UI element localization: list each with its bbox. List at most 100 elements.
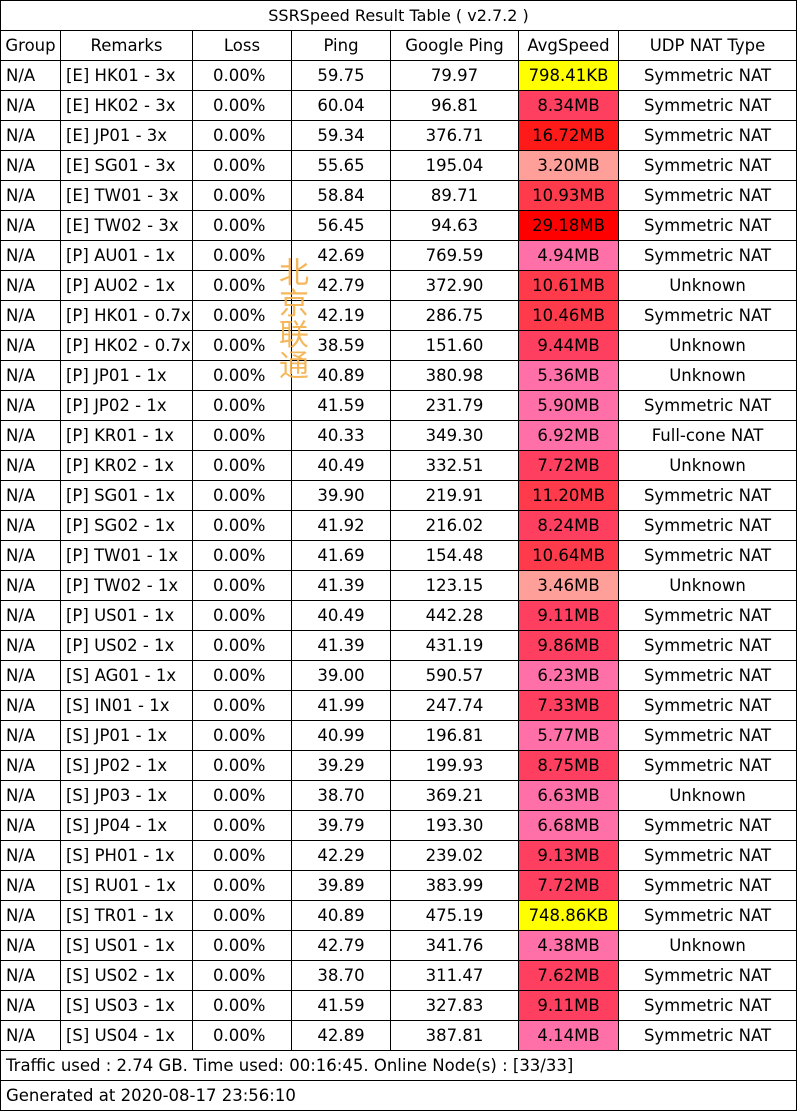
avg-speed-cell: 8.75MB bbox=[519, 751, 619, 781]
remarks-cell: [P] TW01 - 1x bbox=[61, 541, 193, 571]
google-ping-cell: 94.63 bbox=[391, 211, 519, 241]
avg-speed-cell: 7.33MB bbox=[519, 691, 619, 721]
group-cell: N/A bbox=[0, 691, 61, 721]
header-remarks: Remarks bbox=[61, 31, 193, 61]
avg-speed-value: 9.86MB bbox=[519, 631, 618, 660]
google-ping-cell: 372.90 bbox=[391, 271, 519, 301]
avg-speed-value: 7.33MB bbox=[519, 691, 618, 720]
loss-cell: 0.00% bbox=[193, 931, 292, 961]
avg-speed-value: 9.11MB bbox=[519, 601, 618, 630]
avg-speed-cell: 6.92MB bbox=[519, 421, 619, 451]
ping-cell: 41.59 bbox=[292, 391, 391, 421]
table-row: N/A [E] TW02 - 3x 0.00% 56.45 94.63 29.18MB Sy… bbox=[0, 211, 797, 241]
ping-cell: 40.49 bbox=[292, 601, 391, 631]
remarks-cell: [S] PH01 - 1x bbox=[61, 841, 193, 871]
group-cell: N/A bbox=[0, 451, 61, 481]
avg-speed-value: 6.63MB bbox=[519, 781, 618, 810]
group-cell: N/A bbox=[0, 181, 61, 211]
table-row: N/A [P] TW01 - 1x 0.00% 41.69 154.48 10.64MB S… bbox=[0, 541, 797, 571]
udp-nat-type-cell: Symmetric NAT bbox=[619, 811, 797, 841]
loss-cell: 0.00% bbox=[193, 541, 292, 571]
avg-speed-cell: 10.93MB bbox=[519, 181, 619, 211]
avg-speed-cell: 6.68MB bbox=[519, 811, 619, 841]
loss-cell: 0.00% bbox=[193, 961, 292, 991]
google-ping-cell: 369.21 bbox=[391, 781, 519, 811]
remarks-cell: [P] JP02 - 1x bbox=[61, 391, 193, 421]
group-cell: N/A bbox=[0, 91, 61, 121]
ping-cell: 40.33 bbox=[292, 421, 391, 451]
group-cell: N/A bbox=[0, 631, 61, 661]
udp-nat-type-cell: Symmetric NAT bbox=[619, 601, 797, 631]
ping-cell: 39.90 bbox=[292, 481, 391, 511]
avg-speed-value: 798.41KB bbox=[519, 61, 618, 90]
google-ping-cell: 387.81 bbox=[391, 1021, 519, 1051]
table-row: N/A [S] US03 - 1x 0.00% 41.59 327.83 9.11MB Sy… bbox=[0, 991, 797, 1021]
group-cell: N/A bbox=[0, 361, 61, 391]
loss-cell: 0.00% bbox=[193, 661, 292, 691]
avg-speed-value: 10.93MB bbox=[519, 181, 618, 210]
remarks-cell: [P] US02 - 1x bbox=[61, 631, 193, 661]
group-cell: N/A bbox=[0, 151, 61, 181]
google-ping-cell: 196.81 bbox=[391, 721, 519, 751]
remarks-cell: [P] AU02 - 1x bbox=[61, 271, 193, 301]
avg-speed-value: 7.62MB bbox=[519, 961, 618, 990]
table-row: N/A [P] KR02 - 1x 0.00% 40.49 332.51 7.72MB Un… bbox=[0, 451, 797, 481]
loss-cell: 0.00% bbox=[193, 271, 292, 301]
google-ping-cell: 151.60 bbox=[391, 331, 519, 361]
group-cell: N/A bbox=[0, 541, 61, 571]
ping-cell: 40.49 bbox=[292, 451, 391, 481]
remarks-cell: [P] HK01 - 0.7x bbox=[61, 301, 193, 331]
table-row: N/A [P] JP01 - 1x 0.00% 40.89 380.98 5.36MB Un… bbox=[0, 361, 797, 391]
avg-speed-value: 5.90MB bbox=[519, 391, 618, 420]
table-row: N/A [S] US04 - 1x 0.00% 42.89 387.81 4.14MB Sy… bbox=[0, 1021, 797, 1051]
loss-cell: 0.00% bbox=[193, 181, 292, 211]
avg-speed-value: 5.77MB bbox=[519, 721, 618, 750]
remarks-cell: [S] JP04 - 1x bbox=[61, 811, 193, 841]
avg-speed-cell: 5.77MB bbox=[519, 721, 619, 751]
loss-cell: 0.00% bbox=[193, 691, 292, 721]
loss-cell: 0.00% bbox=[193, 811, 292, 841]
group-cell: N/A bbox=[0, 211, 61, 241]
udp-nat-type-cell: Symmetric NAT bbox=[619, 1021, 797, 1051]
avg-speed-cell: 748.86KB bbox=[519, 901, 619, 931]
avg-speed-cell: 7.62MB bbox=[519, 961, 619, 991]
udp-nat-type-cell: Symmetric NAT bbox=[619, 481, 797, 511]
avg-speed-cell: 11.20MB bbox=[519, 481, 619, 511]
remarks-cell: [P] AU01 - 1x bbox=[61, 241, 193, 271]
google-ping-cell: 193.30 bbox=[391, 811, 519, 841]
avg-speed-value: 8.34MB bbox=[519, 91, 618, 120]
table-row: N/A [S] JP03 - 1x 0.00% 38.70 369.21 6.63MB Un… bbox=[0, 781, 797, 811]
remarks-cell: [P] SG02 - 1x bbox=[61, 511, 193, 541]
avg-speed-cell: 4.38MB bbox=[519, 931, 619, 961]
ping-cell: 40.99 bbox=[292, 721, 391, 751]
udp-nat-type-cell: Unknown bbox=[619, 331, 797, 361]
google-ping-cell: 332.51 bbox=[391, 451, 519, 481]
udp-nat-type-cell: Symmetric NAT bbox=[619, 541, 797, 571]
group-cell: N/A bbox=[0, 721, 61, 751]
udp-nat-type-cell: Symmetric NAT bbox=[619, 661, 797, 691]
remarks-cell: [S] US01 - 1x bbox=[61, 931, 193, 961]
table-title: SSRSpeed Result Table ( v2.7.2 ) bbox=[0, 0, 797, 31]
avg-speed-cell: 9.86MB bbox=[519, 631, 619, 661]
table-row: N/A [S] RU01 - 1x 0.00% 39.89 383.99 7.72MB Sy… bbox=[0, 871, 797, 901]
header-avg-speed: AvgSpeed bbox=[519, 31, 619, 61]
avg-speed-cell: 9.11MB bbox=[519, 601, 619, 631]
google-ping-cell: 89.71 bbox=[391, 181, 519, 211]
ping-cell: 42.19 bbox=[292, 301, 391, 331]
ping-cell: 38.59 bbox=[292, 331, 391, 361]
avg-speed-cell: 9.13MB bbox=[519, 841, 619, 871]
ping-cell: 56.45 bbox=[292, 211, 391, 241]
remarks-cell: [S] US02 - 1x bbox=[61, 961, 193, 991]
ping-cell: 39.89 bbox=[292, 871, 391, 901]
udp-nat-type-cell: Symmetric NAT bbox=[619, 211, 797, 241]
avg-speed-cell: 10.64MB bbox=[519, 541, 619, 571]
ping-cell: 59.34 bbox=[292, 121, 391, 151]
google-ping-cell: 769.59 bbox=[391, 241, 519, 271]
remarks-cell: [S] US03 - 1x bbox=[61, 991, 193, 1021]
group-cell: N/A bbox=[0, 991, 61, 1021]
loss-cell: 0.00% bbox=[193, 211, 292, 241]
ping-cell: 42.29 bbox=[292, 841, 391, 871]
avg-speed-cell: 9.11MB bbox=[519, 991, 619, 1021]
avg-speed-value: 10.61MB bbox=[519, 271, 618, 300]
ping-cell: 41.39 bbox=[292, 631, 391, 661]
